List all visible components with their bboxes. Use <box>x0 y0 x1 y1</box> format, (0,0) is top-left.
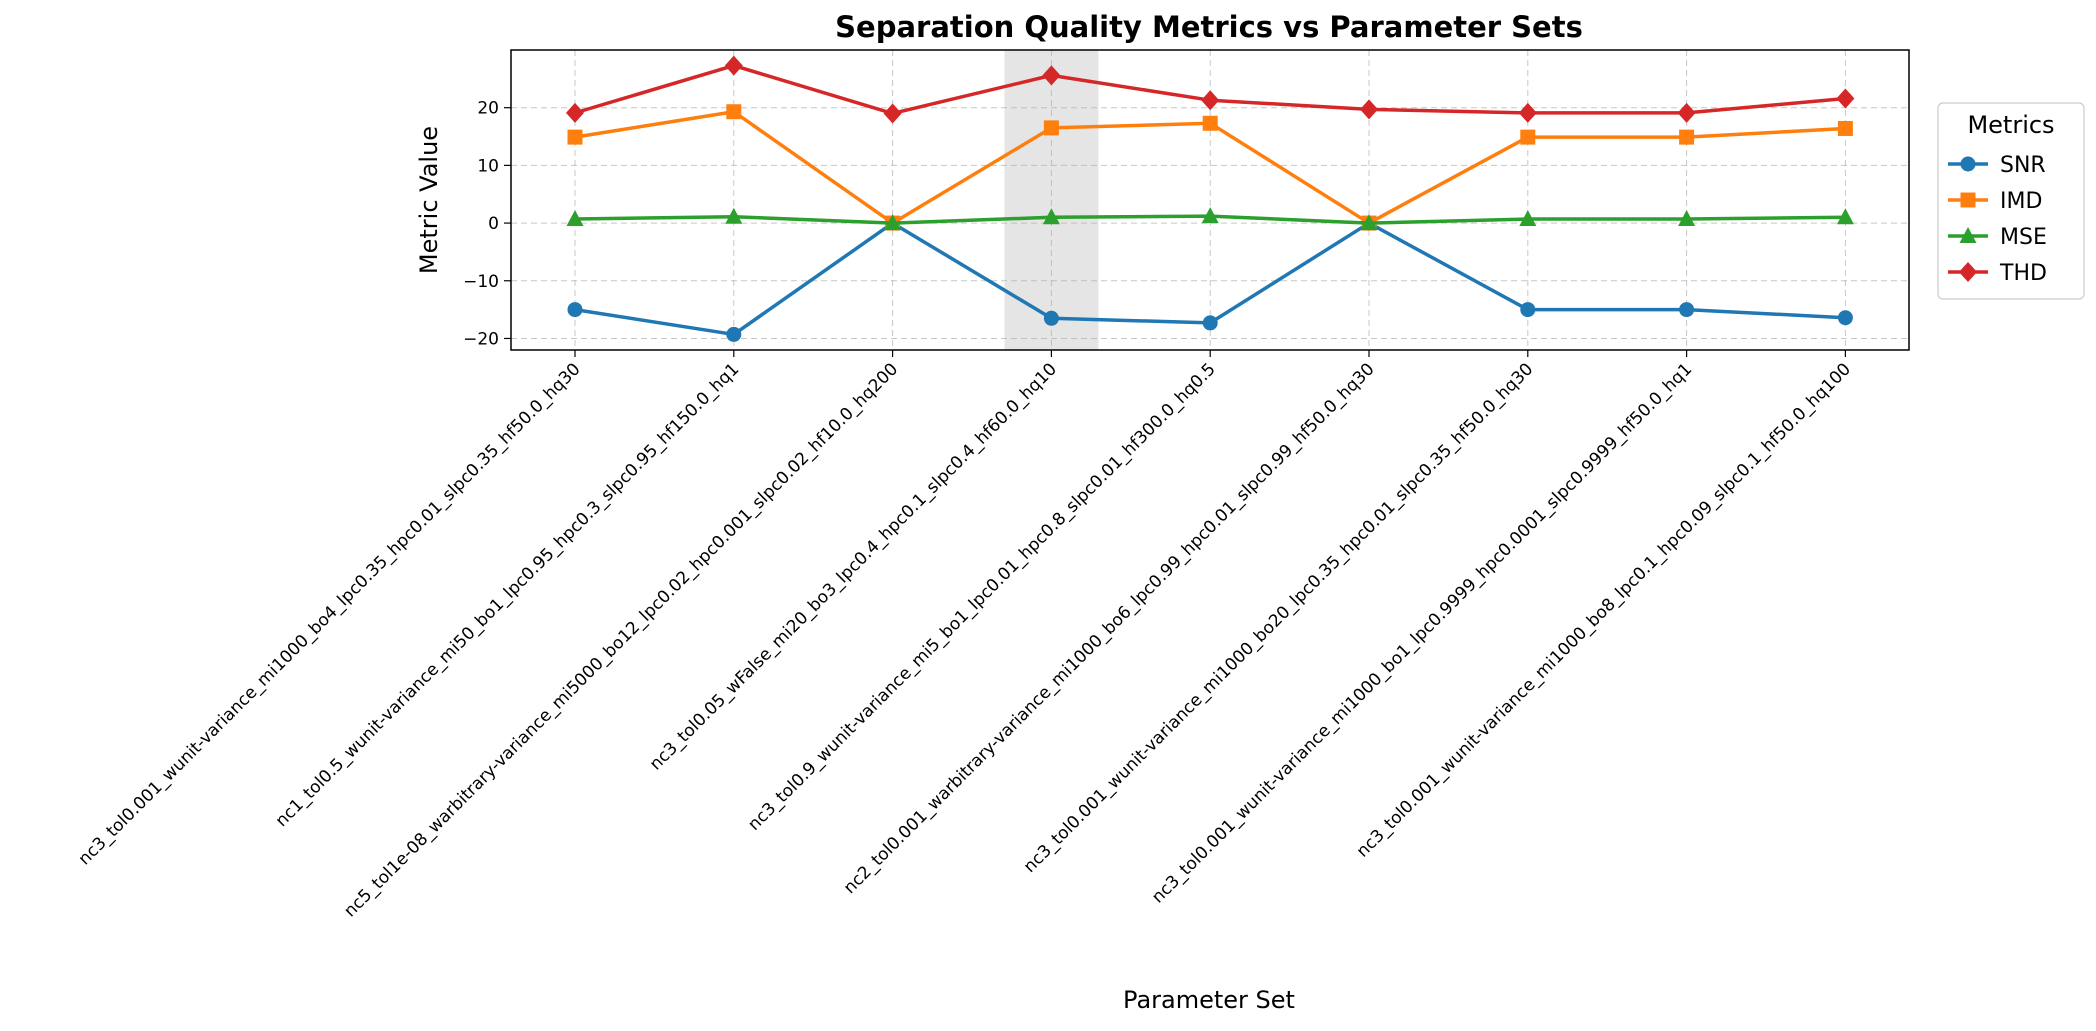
data-point-snr <box>1520 302 1536 318</box>
data-point-mse <box>884 214 902 231</box>
data-point-thd <box>566 102 584 123</box>
data-point-snr <box>1837 310 1853 326</box>
data-point-imd <box>1043 120 1059 136</box>
data-point-snr <box>1043 310 1059 326</box>
x-tick-label: nc3_tol0.001_wunit-variance_mi1000_bo1_l… <box>1148 359 1696 907</box>
data-point-thd <box>1836 88 1855 109</box>
legend-marker-mse <box>1959 227 1977 243</box>
data-point-imd <box>1520 129 1536 145</box>
data-point-thd <box>1360 99 1378 120</box>
x-tick-label: nc3_tol0.001_wunit-variance_mi1000_bo8_l… <box>1353 359 1855 861</box>
y-tick-label: 0 <box>488 214 499 234</box>
legend-marker-snr <box>1960 156 1976 172</box>
data-point-imd <box>1679 129 1695 145</box>
y-tick-label: −20 <box>463 329 499 349</box>
data-point-snr <box>1202 315 1218 331</box>
data-point-mse <box>1519 210 1537 227</box>
data-point-imd <box>567 129 583 145</box>
data-point-imd <box>726 104 742 120</box>
data-point-thd <box>1518 102 1537 123</box>
data-point-thd <box>1677 102 1696 123</box>
data-point-mse <box>1836 208 1854 225</box>
data-point-thd <box>724 55 743 76</box>
y-axis-title: Metric Value <box>415 126 443 274</box>
x-tick-label: nc3_tol0.001_wunit-variance_mi1000_bo20_… <box>1020 359 1537 876</box>
data-point-mse <box>1360 214 1378 231</box>
y-tick-label: −10 <box>463 272 499 292</box>
data-point-thd <box>1201 90 1220 111</box>
legend-marker-thd <box>1959 262 1977 282</box>
data-point-mse <box>566 210 584 227</box>
data-point-mse <box>1678 210 1696 227</box>
legend-label-snr: SNR <box>2000 153 2046 178</box>
chart-title: Separation Quality Metrics vs Parameter … <box>835 10 1583 44</box>
x-tick-label: nc5_tol1e-08_warbitrary-variance_mi5000_… <box>340 359 902 921</box>
legend-label-imd: IMD <box>2000 189 2042 214</box>
data-point-mse <box>1201 207 1219 224</box>
x-axis-title: Parameter Set <box>1123 986 1295 1014</box>
data-point-imd <box>1837 120 1853 136</box>
legend-marker-imd <box>1960 192 1976 208</box>
legend-title: Metrics <box>1967 111 2054 139</box>
data-point-imd <box>1202 115 1218 131</box>
data-point-mse <box>1042 208 1060 225</box>
data-point-thd <box>1042 65 1061 86</box>
data-point-thd <box>883 103 902 124</box>
x-tick-label: nc2_tol0.001_warbitrary-variance_mi1000_… <box>840 359 1379 898</box>
data-point-snr <box>726 326 742 342</box>
plot-area: −20 −10 0 10 20 nc3_tol0.001_wunit-variance_m… <box>75 49 1910 921</box>
x-tick-label: nc3_tol0.001_wunit-variance_mi1000_bo4_l… <box>75 359 585 869</box>
legend: Metrics SNR IMD MSE THD <box>1937 102 2085 300</box>
y-tick-label: 10 <box>477 156 499 176</box>
legend-label-thd: THD <box>1999 261 2047 286</box>
legend-box <box>1937 102 2085 300</box>
data-point-snr <box>1679 302 1695 318</box>
data-point-mse <box>725 207 743 224</box>
data-point-snr <box>567 302 583 318</box>
y-tick-label: 20 <box>477 99 499 119</box>
legend-label-mse: MSE <box>2000 225 2047 250</box>
